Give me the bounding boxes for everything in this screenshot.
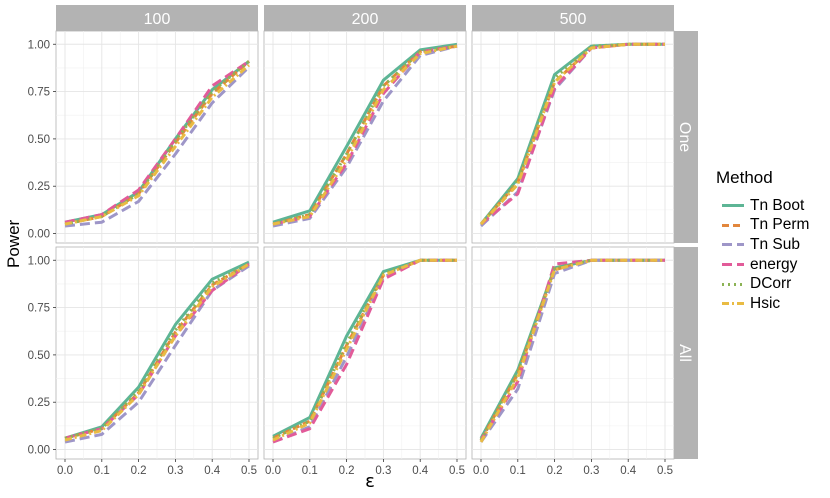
legend-key-swatch bbox=[722, 302, 744, 306]
x-tick-label: 0.2 bbox=[339, 465, 355, 477]
row-strip-label: All bbox=[676, 344, 693, 362]
row-strip-label: One bbox=[676, 122, 693, 152]
series-line-energy bbox=[64, 60, 250, 224]
legend: Method Tn Boot Tn Perm Tn Sub energy DCorr Hs… bbox=[716, 168, 826, 314]
panel-500-One bbox=[471, 30, 675, 244]
y-tick-label: 0.50 bbox=[28, 350, 50, 362]
row-strip-All bbox=[674, 247, 698, 459]
y-tick-label: 0.25 bbox=[28, 397, 50, 409]
series-line-hsic bbox=[64, 63, 250, 226]
x-tick-label: 0.3 bbox=[583, 465, 599, 477]
legend-item-tn-perm: Tn Perm bbox=[716, 216, 826, 236]
y-tick-label: 0.00 bbox=[28, 445, 50, 457]
legend-label: Tn Perm bbox=[750, 216, 810, 234]
legend-item-energy: energy bbox=[716, 255, 826, 275]
legend-label: Hsic bbox=[750, 294, 781, 312]
series-line-tn-perm bbox=[64, 60, 250, 226]
legend-label: Tn Boot bbox=[750, 196, 805, 214]
panel-100-All: 0.00 0.25 0.50 0.75 1.00 0.0 0.1 0.2 0.3 0.4 0.5 bbox=[28, 246, 259, 477]
panel-500-All: 0.0 0.1 0.2 0.3 0.4 0.5 bbox=[471, 246, 675, 477]
y-axis-label: Power bbox=[4, 219, 23, 268]
x-tick-label: 0.5 bbox=[241, 465, 257, 477]
legend-key-swatch bbox=[722, 243, 744, 247]
series-line-tn-sub bbox=[64, 65, 251, 228]
column-strip-label: 100 bbox=[144, 11, 171, 28]
y-tick-label: 0.00 bbox=[28, 229, 50, 241]
x-tick-label: 0.0 bbox=[265, 465, 281, 477]
x-tick-label: 0.1 bbox=[302, 465, 318, 477]
y-tick-label: 0.75 bbox=[28, 303, 50, 315]
column-strip-label: 200 bbox=[352, 11, 379, 28]
series-line-dcorr bbox=[272, 44, 458, 226]
y-tick-label: 1.00 bbox=[28, 39, 50, 51]
legend-item-tn-sub: Tn Sub bbox=[716, 235, 826, 255]
series-line-tn-sub bbox=[64, 264, 250, 444]
series-line-tn-sub bbox=[479, 258, 665, 443]
legend-title: Method bbox=[716, 168, 773, 187]
series-line-hsic bbox=[64, 262, 250, 442]
legend-item-dcorr: DCorr bbox=[716, 274, 826, 294]
legend-key-swatch bbox=[722, 223, 744, 227]
panel-100-One: 0.00 0.25 0.50 0.75 1.00 bbox=[28, 30, 259, 244]
legend-key-swatch bbox=[722, 282, 744, 286]
series-line-tn-boot bbox=[272, 42, 458, 224]
legend-key-swatch bbox=[722, 263, 744, 267]
column-strip-label: 500 bbox=[560, 11, 587, 28]
series-line-tn-perm bbox=[272, 258, 457, 440]
column-strip-500 bbox=[472, 5, 674, 31]
legend-item-hsic: Hsic bbox=[716, 294, 826, 314]
panel-200-One bbox=[263, 30, 467, 244]
series-line-tn-sub bbox=[272, 44, 458, 228]
x-tick-label: 0.2 bbox=[547, 465, 563, 477]
x-axis-label: ε bbox=[365, 471, 375, 492]
series-line-energy bbox=[479, 258, 665, 441]
series-line-tn-boot bbox=[64, 260, 250, 440]
y-tick-label: 1.00 bbox=[28, 255, 50, 267]
x-tick-label: 0.3 bbox=[375, 465, 391, 477]
legend-label: energy bbox=[750, 255, 798, 273]
x-tick-label: 0.5 bbox=[657, 465, 673, 477]
legend-item-tn-boot: Tn Boot bbox=[716, 196, 826, 216]
series-line-dcorr bbox=[64, 262, 250, 440]
y-tick-label: 0.25 bbox=[28, 181, 50, 193]
series-line-hsic bbox=[272, 258, 457, 442]
panel-200-All: 0.0 0.1 0.2 0.3 0.4 0.5 bbox=[263, 246, 467, 477]
legend-label: DCorr bbox=[750, 275, 792, 293]
x-tick-label: 0.4 bbox=[204, 465, 221, 477]
legend-items: Tn Boot Tn Perm Tn Sub energy DCorr Hsic bbox=[716, 196, 826, 314]
legend-label: Tn Sub bbox=[750, 235, 800, 253]
series-line-energy bbox=[272, 258, 457, 444]
y-tick-label: 0.50 bbox=[28, 134, 50, 146]
x-tick-label: 0.0 bbox=[57, 465, 73, 477]
x-tick-label: 0.4 bbox=[412, 465, 429, 477]
x-tick-label: 0.5 bbox=[449, 465, 465, 477]
y-tick-label: 0.75 bbox=[28, 87, 50, 99]
series-line-hsic bbox=[272, 44, 458, 226]
x-tick-label: 0.4 bbox=[620, 465, 637, 477]
series-line-hsic bbox=[479, 42, 665, 226]
column-strip-200 bbox=[264, 5, 466, 31]
legend-key-swatch bbox=[722, 204, 744, 208]
x-tick-label: 0.1 bbox=[94, 465, 110, 477]
column-strip-100 bbox=[56, 5, 258, 31]
x-tick-label: 0.0 bbox=[473, 465, 489, 477]
series-line-hsic bbox=[479, 258, 665, 443]
row-strip-One bbox=[674, 31, 698, 243]
x-tick-label: 0.2 bbox=[131, 465, 147, 477]
x-tick-label: 0.3 bbox=[167, 465, 183, 477]
x-tick-label: 0.1 bbox=[510, 465, 526, 477]
